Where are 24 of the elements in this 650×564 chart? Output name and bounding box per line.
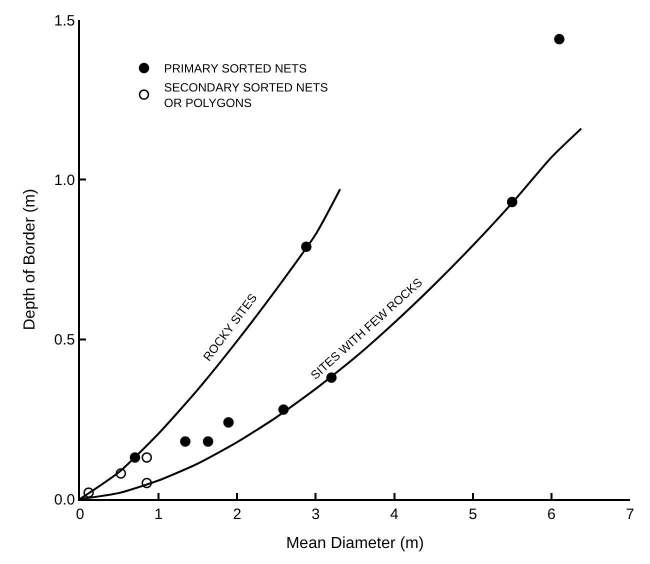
x-tick-label: 2 (232, 506, 242, 523)
point (202, 436, 214, 447)
x-tick-label: 6 (547, 506, 556, 523)
x-tick-label: 0 (76, 506, 84, 523)
point (554, 34, 565, 44)
legend-label: PRIMARY SORTED NETS (164, 62, 307, 76)
point (142, 478, 152, 488)
point (142, 452, 152, 463)
point (180, 436, 191, 447)
x-tick-label: 7 (626, 506, 634, 523)
x-axis-title: Mean Diameter (m) (286, 535, 424, 552)
x-tick-label: 1 (154, 506, 163, 523)
x-tick-label: 3 (312, 506, 320, 523)
x-tick-label: 5 (468, 506, 478, 523)
point (116, 468, 126, 479)
y-tick-label: 1.5 (54, 12, 75, 30)
y-axis-title: Depth of Border (m) (22, 188, 39, 330)
point (223, 417, 234, 428)
point (83, 487, 94, 498)
y-tick-label: 1.0 (54, 172, 75, 189)
y-tick-label: 0.0 (54, 491, 75, 508)
x-tick-label: 4 (390, 506, 398, 523)
legend-label: SECONDARY SORTED NETS OR POLYGONS (164, 80, 328, 110)
y-tick-label: 0.5 (54, 332, 75, 349)
